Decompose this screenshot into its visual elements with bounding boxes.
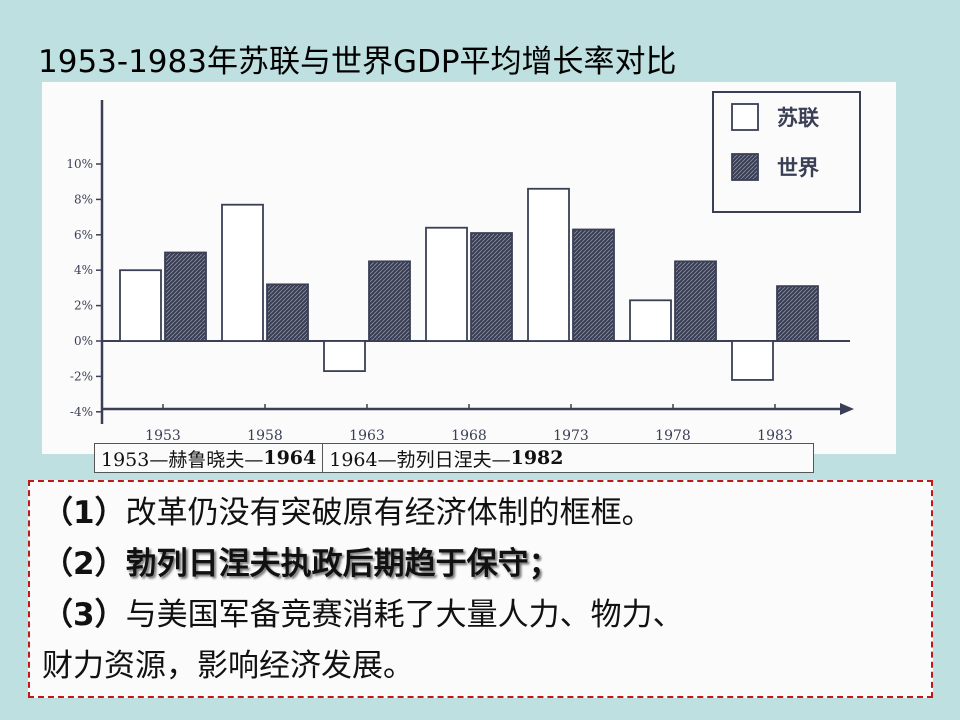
bar-ussr-1963 <box>323 340 366 372</box>
x-tick-label-1973: 1973 <box>553 428 589 444</box>
gdp-growth-chart: 10% 8% 6% 4% 2% 0% -2% -4% 1953 1958 1963 1968 1973 1… <box>42 82 896 454</box>
bar-world-1953 <box>164 251 207 342</box>
x-axis-arrow <box>840 403 854 415</box>
note-2-num: （2） <box>42 546 126 582</box>
legend-label-world: 世界 <box>777 156 819 180</box>
x-tick-label-1978: 1978 <box>655 428 691 444</box>
bar-world-1968 <box>470 232 513 342</box>
note-1: （1）改革仍没有突破原有经济体制的框框。 <box>42 488 921 539</box>
bar-ussr-1953 <box>119 269 162 342</box>
bar-world-1963 <box>368 260 411 342</box>
y-tick-label: 10% <box>66 157 93 171</box>
y-tick-label: 0% <box>74 334 93 348</box>
leader-eras: 1953—赫鲁晓夫— 1964 1964—勃列日涅夫— 1982 <box>94 443 814 473</box>
era-khrushchev-label: 1953—赫鲁晓夫— <box>101 448 264 471</box>
bar-world-1958 <box>266 283 309 342</box>
bar-ussr-1983 <box>731 340 774 381</box>
note-1-text: 改革仍没有突破原有经济体制的框框。 <box>125 495 653 531</box>
y-tick-label: -2% <box>70 369 93 383</box>
x-tick-label-1983: 1983 <box>757 428 793 444</box>
legend-swatch-world <box>731 153 759 181</box>
note-3-num: （3） <box>42 597 126 633</box>
y-tick-label: -4% <box>70 405 93 419</box>
era-khrushchev: 1953—赫鲁晓夫— 1964 <box>95 444 322 472</box>
x-tick-label-1953: 1953 <box>145 428 181 444</box>
note-3-text: 与美国军备竞赛消耗了大量人力、物力、 <box>125 597 684 633</box>
x-tick-label-1968: 1968 <box>451 428 487 444</box>
bar-ussr-1973 <box>527 187 570 342</box>
bar-ussr-1978 <box>629 299 672 342</box>
note-3: （3）与美国军备竞赛消耗了大量人力、物力、 <box>42 590 921 641</box>
note-2-text: 勃列日涅夫执政后期趋于保守； <box>125 546 560 582</box>
note-4-text: 财力资源，影响经济发展。 <box>42 648 414 684</box>
x-tick-label-1963: 1963 <box>349 428 385 444</box>
chart-svg: 10% 8% 6% 4% 2% 0% -2% -4% 1953 1958 1963 1968 1973 1… <box>66 91 861 444</box>
y-tick-label: 4% <box>74 263 93 277</box>
y-tick-label: 6% <box>74 228 93 242</box>
note-1-num: （1） <box>42 495 126 531</box>
era-khrushchev-end: 1964 <box>263 447 317 469</box>
analysis-notes: （1）改革仍没有突破原有经济体制的框框。 （2）勃列日涅夫执政后期趋于保守； （… <box>28 480 933 698</box>
y-tick-label: 8% <box>74 192 93 206</box>
x-tick-label-1958: 1958 <box>247 428 283 444</box>
era-brezhnev-label: 1964—勃列日涅夫— <box>329 448 511 471</box>
page-title: 1953-1983年苏联与世界GDP平均增长率对比 <box>38 44 677 80</box>
bar-ussr-1958 <box>221 203 264 342</box>
y-tick-label: 2% <box>74 299 93 313</box>
era-brezhnev: 1964—勃列日涅夫— 1982 <box>322 444 569 472</box>
bar-world-1983 <box>776 285 819 342</box>
note-2: （2）勃列日涅夫执政后期趋于保守； <box>42 539 921 590</box>
era-brezhnev-end: 1982 <box>510 447 564 469</box>
bar-ussr-1968 <box>425 226 468 342</box>
legend-label-ussr: 苏联 <box>777 106 819 130</box>
note-4: 财力资源，影响经济发展。 <box>42 641 921 692</box>
legend-swatch-ussr <box>731 103 759 131</box>
bar-world-1973 <box>572 228 615 342</box>
bar-world-1978 <box>674 260 717 342</box>
